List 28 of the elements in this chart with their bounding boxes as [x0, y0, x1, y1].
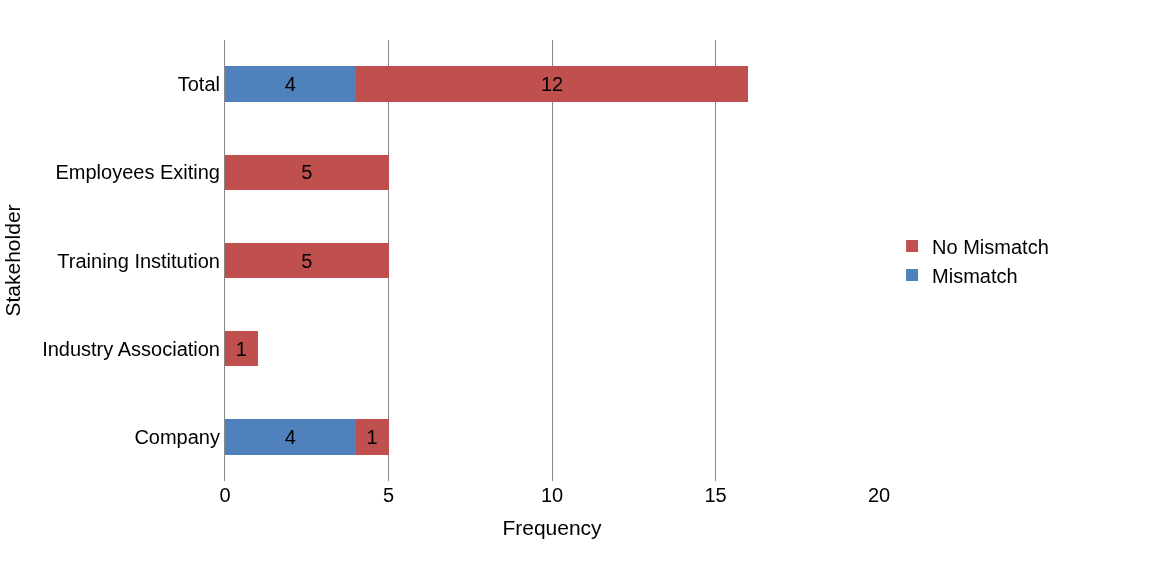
- data-label: 1: [366, 425, 378, 448]
- y-tick-label: Industry Association: [42, 337, 220, 360]
- y-tick-label: Company: [134, 425, 220, 448]
- bar: [225, 66, 356, 102]
- data-label: 5: [301, 161, 313, 184]
- data-label: 12: [540, 73, 564, 96]
- legend-label: No Mismatch: [932, 235, 1049, 258]
- data-label: 1: [235, 337, 247, 360]
- y-tick-label: Employees Exiting: [55, 161, 220, 184]
- x-axis-title: Frequency: [502, 516, 603, 540]
- data-label: 5: [301, 249, 313, 272]
- legend-label: Mismatch: [932, 264, 1018, 287]
- data-label: 4: [284, 425, 296, 448]
- bar: [225, 419, 356, 455]
- bar: [355, 419, 389, 455]
- x-tick-label: 0: [219, 484, 231, 506]
- bar: [355, 66, 749, 102]
- bar: [225, 242, 389, 279]
- y-tick-label: Training Institution: [57, 249, 220, 272]
- x-tick-label: 20: [867, 484, 891, 506]
- x-tick-label: 15: [704, 484, 727, 506]
- data-label: 4: [284, 73, 296, 96]
- bar: [225, 331, 258, 367]
- x-tick-label: 5: [382, 484, 395, 506]
- bar: [225, 154, 389, 190]
- y-axis-title: Stakeholder: [1, 204, 25, 317]
- x-tick-label: 10: [540, 484, 564, 506]
- y-tick-label: Total: [177, 73, 220, 96]
